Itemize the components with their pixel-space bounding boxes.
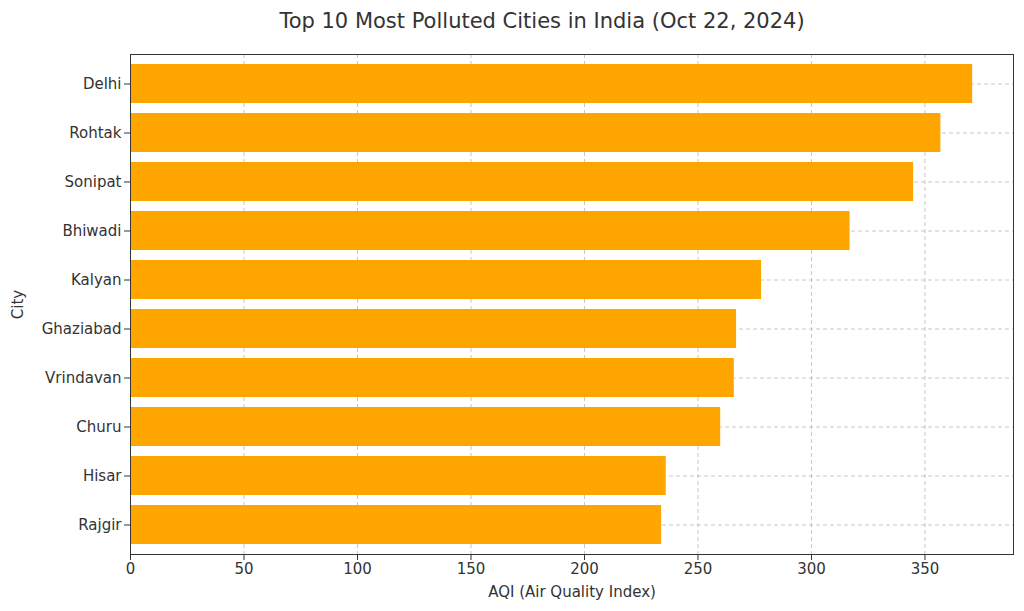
svg-text:Rajgir: Rajgir bbox=[78, 516, 122, 534]
svg-text:Delhi: Delhi bbox=[83, 75, 122, 93]
svg-text:Vrindavan: Vrindavan bbox=[45, 369, 121, 387]
svg-text:Hisar: Hisar bbox=[83, 467, 122, 485]
svg-text:Ghaziabad: Ghaziabad bbox=[42, 320, 122, 338]
svg-text:250: 250 bbox=[684, 560, 713, 578]
svg-text:350: 350 bbox=[911, 560, 940, 578]
svg-text:AQI (Air Quality Index): AQI (Air Quality Index) bbox=[488, 583, 656, 601]
svg-text:Churu: Churu bbox=[76, 418, 121, 436]
svg-text:Bhiwadi: Bhiwadi bbox=[62, 222, 121, 240]
svg-text:Kalyan: Kalyan bbox=[71, 271, 122, 289]
svg-text:Rohtak: Rohtak bbox=[69, 124, 122, 142]
svg-text:0: 0 bbox=[126, 560, 136, 578]
svg-text:150: 150 bbox=[457, 560, 486, 578]
svg-text:200: 200 bbox=[570, 560, 599, 578]
svg-text:100: 100 bbox=[343, 560, 372, 578]
svg-text:Sonipat: Sonipat bbox=[65, 173, 122, 191]
svg-text:City: City bbox=[9, 290, 27, 320]
html-text:Top 10 Most Polluted Cities in: Top 10 Most Polluted Cities in India (Oc… bbox=[279, 9, 805, 33]
svg-text:300: 300 bbox=[797, 560, 826, 578]
svg-text:50: 50 bbox=[234, 560, 253, 578]
